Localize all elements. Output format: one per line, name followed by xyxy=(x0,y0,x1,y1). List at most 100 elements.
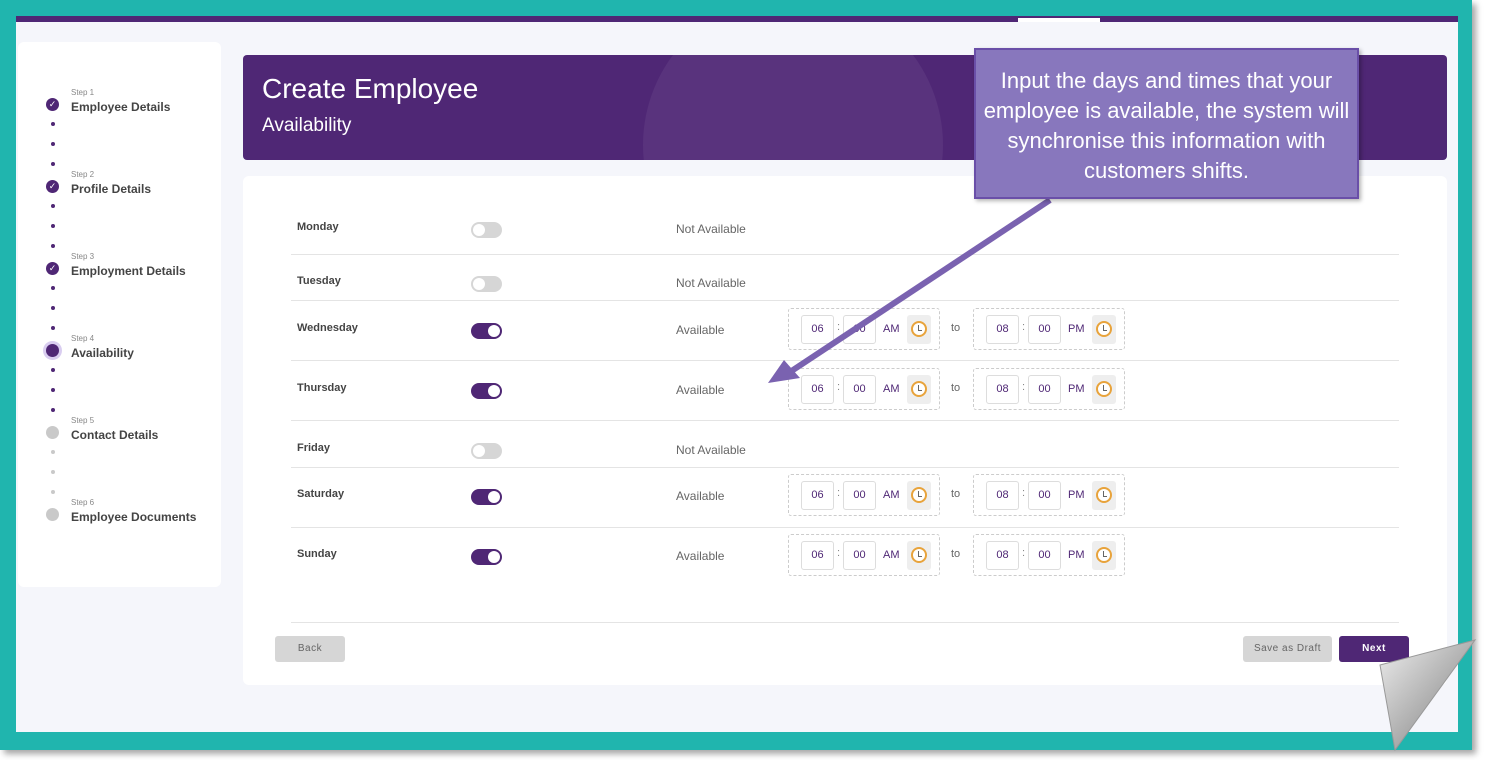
ampm-toggle[interactable]: AM xyxy=(883,323,900,335)
row-divider xyxy=(291,360,1399,361)
day-label: Sunday xyxy=(297,548,337,560)
step-connector-dot xyxy=(51,286,55,290)
step-connector-dot xyxy=(51,306,55,310)
minute-input[interactable]: 00 xyxy=(1028,315,1061,344)
stepper-sidebar: ✓ Step 1 Employee Details ✓ Step 2 Profil… xyxy=(18,42,221,587)
from-time-picker: 06 : 00 AM xyxy=(788,474,940,516)
minute-input[interactable]: 00 xyxy=(1028,375,1061,404)
clock-button[interactable] xyxy=(907,315,931,344)
row-divider xyxy=(291,300,1399,301)
ampm-toggle[interactable]: AM xyxy=(883,383,900,395)
availability-status: Available xyxy=(676,549,725,563)
clock-button[interactable] xyxy=(1092,375,1116,404)
hour-input[interactable]: 06 xyxy=(801,315,834,344)
day-row-friday: Friday Not Available xyxy=(291,442,1399,459)
clock-icon xyxy=(1096,547,1112,563)
ampm-toggle[interactable]: PM xyxy=(1068,383,1085,395)
to-time-picker: 08 : 00 PM xyxy=(973,534,1125,576)
hour-input[interactable]: 08 xyxy=(986,375,1019,404)
page-title: Create Employee xyxy=(262,73,479,104)
row-divider xyxy=(291,254,1399,255)
step-status-icon xyxy=(46,344,59,357)
page-curl xyxy=(1379,639,1477,752)
day-label: Saturday xyxy=(297,488,345,500)
check-circle-icon: ✓ xyxy=(46,180,59,193)
step-number: Step 5 xyxy=(71,416,95,425)
hour-input[interactable]: 08 xyxy=(986,541,1019,570)
clock-button[interactable] xyxy=(907,481,931,510)
to-label: to xyxy=(951,322,961,334)
hour-input[interactable]: 06 xyxy=(801,375,834,404)
to-time-picker: 08 : 00 PM xyxy=(973,474,1125,516)
step-connector-dot xyxy=(51,244,55,248)
back-button[interactable]: Back xyxy=(275,636,345,662)
step-label: Profile Details xyxy=(71,182,152,196)
step-label: Employment Details xyxy=(71,264,186,278)
ampm-toggle[interactable]: PM xyxy=(1068,549,1085,561)
step-connector-dot xyxy=(51,388,55,392)
hour-input[interactable]: 06 xyxy=(801,481,834,510)
time-colon: : xyxy=(837,381,841,393)
step-number: Step 6 xyxy=(71,498,95,507)
ampm-toggle[interactable]: PM xyxy=(1068,323,1085,335)
availability-status: Available xyxy=(676,383,725,397)
clock-button[interactable] xyxy=(1092,481,1116,510)
day-row-sunday: Sunday Available 06 : 00 AM to 08 : 00 P… xyxy=(291,534,1399,576)
step-connector-dot xyxy=(51,450,55,454)
availability-toggle[interactable] xyxy=(471,222,502,238)
step-connector-dot xyxy=(51,162,55,166)
clock-icon xyxy=(1096,487,1112,503)
minute-input[interactable]: 00 xyxy=(1028,541,1061,570)
availability-toggle[interactable] xyxy=(471,549,502,565)
clock-icon xyxy=(911,381,927,397)
hour-input[interactable]: 08 xyxy=(986,315,1019,344)
ampm-toggle[interactable]: AM xyxy=(883,549,900,561)
minute-input[interactable]: 00 xyxy=(843,541,876,570)
callout-arrowhead xyxy=(768,360,800,383)
day-row-monday: Monday Not Available xyxy=(291,221,1399,238)
day-label: Monday xyxy=(297,221,339,233)
ampm-toggle[interactable]: PM xyxy=(1068,489,1085,501)
availability-toggle[interactable] xyxy=(471,489,502,505)
from-time-picker: 06 : 00 AM xyxy=(788,308,940,350)
save-draft-button[interactable]: Save as Draft xyxy=(1243,636,1332,662)
clock-icon xyxy=(911,321,927,337)
clock-button[interactable] xyxy=(907,541,931,570)
next-button[interactable]: Next xyxy=(1339,636,1409,662)
day-row-tuesday: Tuesday Not Available xyxy=(291,275,1399,292)
step-connector-dot xyxy=(51,490,55,494)
step-number: Step 1 xyxy=(71,88,95,97)
minute-input[interactable]: 00 xyxy=(1028,481,1061,510)
availability-toggle[interactable] xyxy=(471,383,502,399)
step-status-icon xyxy=(46,508,59,521)
day-label: Tuesday xyxy=(297,275,341,287)
clock-icon xyxy=(1096,381,1112,397)
availability-status: Not Available xyxy=(676,443,746,457)
time-colon: : xyxy=(1022,321,1026,333)
minute-input[interactable]: 00 xyxy=(843,481,876,510)
ampm-toggle[interactable]: AM xyxy=(883,489,900,501)
clock-button[interactable] xyxy=(1092,541,1116,570)
check-circle-icon: ✓ xyxy=(46,98,59,111)
hour-input[interactable]: 08 xyxy=(986,481,1019,510)
clock-button[interactable] xyxy=(1092,315,1116,344)
callout-box: Input the days and times that your emplo… xyxy=(974,48,1359,199)
to-label: to xyxy=(951,382,961,394)
step-connector-dot xyxy=(51,204,55,208)
clock-button[interactable] xyxy=(907,375,931,404)
step-label: Employee Documents xyxy=(71,510,197,524)
to-time-picker: 08 : 00 PM xyxy=(973,368,1125,410)
callout-arrow xyxy=(788,197,1052,375)
day-label: Wednesday xyxy=(297,322,358,334)
availability-toggle[interactable] xyxy=(471,276,502,292)
availability-toggle[interactable] xyxy=(471,323,502,339)
time-colon: : xyxy=(1022,547,1026,559)
availability-status: Available xyxy=(676,489,725,503)
day-row-thursday: Thursday Available 06 : 00 AM to 08 : 00… xyxy=(291,368,1399,410)
availability-toggle[interactable] xyxy=(471,443,502,459)
step-label: Availability xyxy=(71,346,134,360)
hour-input[interactable]: 06 xyxy=(801,541,834,570)
day-row-wednesday: Wednesday Available 06 : 00 AM to 08 : 0… xyxy=(291,308,1399,350)
row-divider xyxy=(291,467,1399,468)
minute-input[interactable]: 00 xyxy=(843,375,876,404)
